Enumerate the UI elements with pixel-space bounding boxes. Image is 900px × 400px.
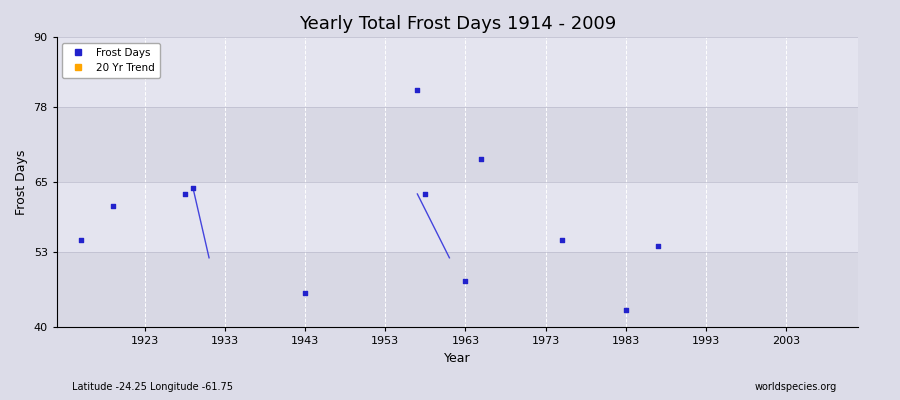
Point [298,290,312,296]
Y-axis label: Frost Days: Frost Days [15,150,28,215]
Text: worldspecies.org: worldspecies.org [755,382,837,392]
Point [618,307,633,313]
Bar [57,252,858,328]
Point [651,243,665,249]
Point [178,191,193,197]
Point [74,237,88,244]
Point [185,185,200,191]
X-axis label: Year: Year [444,352,471,365]
Point [474,156,489,162]
Point [105,202,120,209]
Bar [57,107,858,182]
Bar [57,182,858,252]
Point [410,86,425,93]
Legend: Frost Days, 20 Yr Trend: Frost Days, 20 Yr Trend [62,42,160,78]
Bar [57,37,858,107]
Title: Yearly Total Frost Days 1914 - 2009: Yearly Total Frost Days 1914 - 2009 [299,15,616,33]
Point [554,237,569,244]
Text: Latitude -24.25 Longitude -61.75: Latitude -24.25 Longitude -61.75 [72,382,233,392]
Point [458,278,473,284]
Point [418,191,433,197]
